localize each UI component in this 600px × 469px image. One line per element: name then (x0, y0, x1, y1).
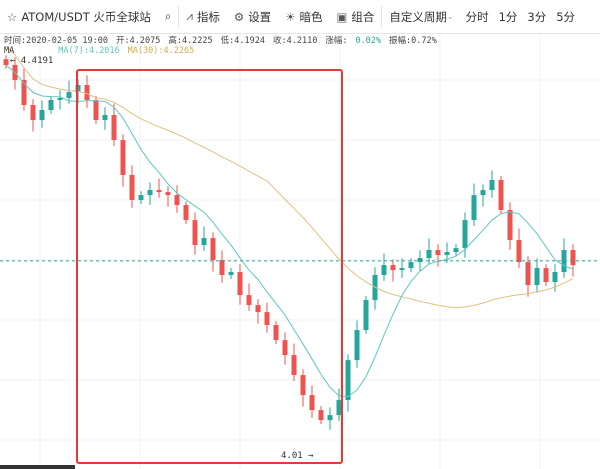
period-5m[interactable]: 5分 (556, 9, 576, 24)
candle-down (174, 195, 180, 206)
candle-down (264, 312, 270, 326)
divider (178, 5, 180, 28)
candle-down (309, 395, 315, 411)
high-price-label: ← 4.4191 (10, 56, 53, 66)
candle-down (498, 180, 504, 211)
candle-down (3, 59, 9, 66)
period-1m[interactable]: 1分 (498, 9, 518, 24)
candle-up (57, 98, 63, 100)
indicator-icon: ⩘ (186, 9, 193, 23)
candle-down (543, 268, 549, 283)
candle-down (21, 79, 27, 105)
candle-up (453, 248, 459, 253)
candle-down (219, 260, 225, 276)
ma30-line (5, 45, 574, 309)
search-button[interactable]: ⌕ (158, 0, 178, 33)
candle-up (417, 258, 423, 263)
low-price-label: 4.01 → (281, 451, 314, 461)
candle-down (210, 238, 216, 261)
candle-down (84, 85, 90, 100)
candle-down (318, 410, 324, 421)
custom-period-dropdown[interactable]: 自定义周期 ⌄ (389, 9, 454, 24)
candle-down (192, 220, 198, 246)
search-icon: ⌕ (164, 9, 172, 23)
time-axis-bar (0, 465, 75, 469)
chevron-down-icon: ⌄ (446, 12, 454, 21)
candle-up (336, 400, 342, 416)
indicators-button[interactable]: ⩘ 指标 (186, 9, 220, 24)
candle-down (273, 325, 279, 341)
candle-down (156, 190, 162, 193)
candle-up (147, 190, 153, 196)
candle-down (390, 265, 396, 271)
candle-up (534, 268, 540, 286)
candle-up (66, 92, 72, 99)
candle-down (237, 272, 243, 296)
candle-up (102, 115, 108, 121)
favorite-symbol[interactable]: ☆ ATOM/USDT 火币全球站 (7, 9, 151, 24)
candle-up (444, 252, 450, 256)
dark-mode-button[interactable]: ☀ 暗色 (285, 9, 323, 24)
candle-down (435, 250, 441, 256)
ma7-line (5, 64, 574, 398)
candle-down (111, 115, 117, 141)
candle-down (282, 340, 288, 356)
candle-up (201, 238, 207, 246)
candle-up (48, 99, 54, 111)
candle-down (30, 104, 36, 121)
candle-down (129, 174, 135, 201)
candle-up (345, 360, 351, 401)
ohlc-info: 时间:2020-02-05 19:00 开:4.2075 高:4.2225 低:4.1… (4, 36, 437, 46)
candle-up (408, 262, 414, 269)
candle-up (480, 190, 486, 196)
highlight-box (76, 69, 343, 464)
candle-up (354, 330, 360, 361)
sun-icon: ☀ (285, 9, 296, 24)
candle-down (255, 305, 261, 313)
layout-icon: ▣ (336, 9, 348, 24)
toolbar: ☆ ATOM/USDT 火币全球站 ⌕ ⩘ 指标 ⚙ 设置 ☀ 暗色 ▣ 组合 自定义周期… (0, 0, 600, 34)
candle-up (399, 268, 405, 271)
candle-up (228, 272, 234, 276)
candle-down (165, 192, 171, 196)
candle-down (525, 262, 531, 286)
candle-up (462, 220, 468, 249)
ma-legend: MA MA(7):4.2016 MA(30):4.2265 (4, 46, 195, 56)
candle-up (426, 250, 432, 259)
candle-up (552, 272, 558, 283)
period-timeline[interactable]: 分时 (465, 9, 489, 24)
candle-up (489, 180, 495, 191)
divider (381, 5, 383, 28)
candle-down (570, 250, 576, 266)
candle-down (516, 240, 522, 263)
candle-down (300, 375, 306, 396)
settings-button[interactable]: ⚙ 设置 (233, 9, 272, 24)
candle-down (120, 140, 126, 175)
candle-up (363, 300, 369, 331)
gear-icon: ⚙ (233, 9, 245, 24)
candle-up (471, 195, 477, 221)
candle-up (381, 265, 387, 276)
candle-down (291, 355, 297, 376)
candle-up (327, 415, 333, 421)
candle-down (507, 210, 513, 241)
combo-button[interactable]: ▣ 组合 (336, 9, 375, 24)
candle-down (183, 205, 189, 221)
candle-down (246, 295, 252, 306)
candle-down (93, 99, 99, 121)
star-icon: ☆ (7, 9, 18, 24)
candle-up (138, 195, 144, 201)
candle-up (39, 110, 45, 121)
period-3m[interactable]: 3分 (527, 9, 547, 24)
